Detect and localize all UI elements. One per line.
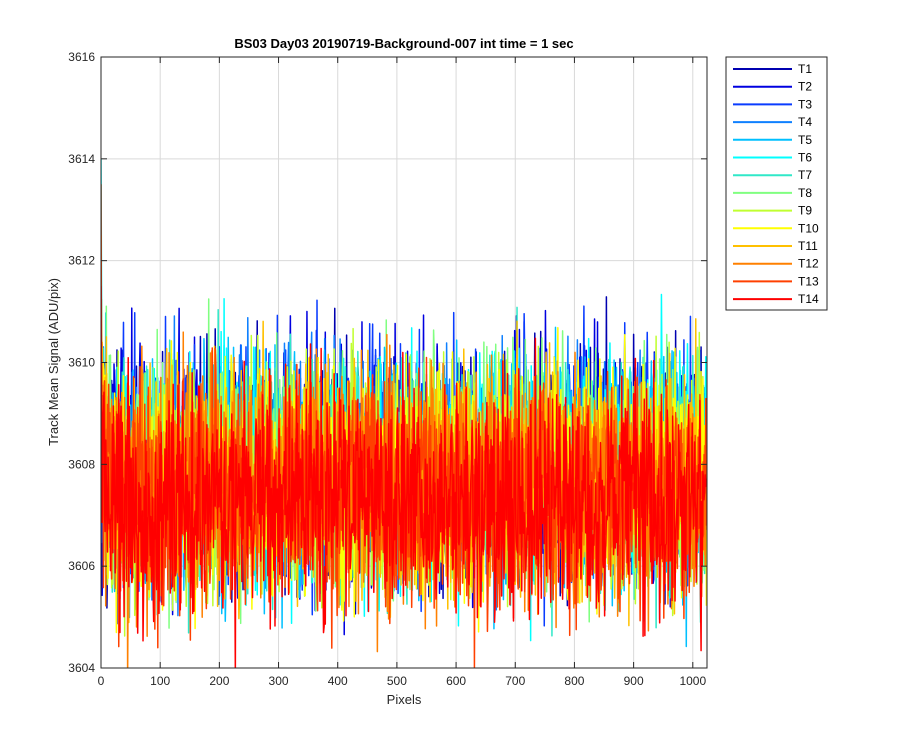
legend-label-t10: T10: [798, 221, 819, 235]
x-tick-label: 1000: [679, 674, 706, 688]
y-tick-label: 3606: [68, 559, 95, 573]
series-layer: [101, 158, 707, 668]
y-tick-label: 3616: [68, 50, 95, 64]
x-tick-label: 0: [98, 674, 105, 688]
x-tick-label: 100: [150, 674, 170, 688]
x-tick-label: 700: [505, 674, 525, 688]
legend-label-t8: T8: [798, 186, 812, 200]
legend-label-t13: T13: [798, 274, 819, 288]
legend-label-t11: T11: [798, 239, 818, 253]
legend-label-t12: T12: [798, 257, 819, 271]
legend-label-t7: T7: [798, 168, 812, 182]
x-tick-label: 300: [269, 674, 289, 688]
y-tick-label: 3612: [68, 254, 95, 268]
chart-title: BS03 Day03 20190719-Background-007 int t…: [234, 36, 573, 51]
legend-label-t14: T14: [798, 292, 819, 306]
legend-label-t1: T1: [798, 62, 812, 76]
y-axis-label: Track Mean Signal (ADU/pix): [46, 278, 61, 446]
tick-layer: 0 100 200 300 400 500 600 700 800 900 1000 3604 3606…: [68, 50, 707, 688]
series-line-t14: [101, 286, 707, 668]
y-tick-label: 3604: [68, 661, 95, 675]
y-tick-label: 3614: [68, 152, 95, 166]
legend: T1 T2 T3 T4 T5 T6 T7 T8 T9 T10 T11 T12 T13 T14: [725, 56, 828, 311]
legend-label-t9: T9: [798, 204, 812, 218]
x-axis-label: Pixels: [387, 692, 422, 707]
x-tick-label: 500: [387, 674, 407, 688]
legend-label-t3: T3: [798, 97, 812, 111]
y-tick-label: 3610: [68, 356, 95, 370]
legend-box: [725, 56, 828, 311]
y-tick-label: 3608: [68, 457, 95, 471]
legend-items: T1 T2 T3 T4 T5 T6 T7 T8 T9 T10 T11 T12 T13 T14: [733, 62, 819, 306]
legend-label-t4: T4: [798, 115, 812, 129]
x-tick-label: 400: [328, 674, 348, 688]
legend-label-t5: T5: [798, 133, 812, 147]
x-tick-label: 800: [564, 674, 584, 688]
legend-label-t2: T2: [798, 80, 812, 94]
legend-label-t6: T6: [798, 151, 812, 165]
x-tick-label: 600: [446, 674, 466, 688]
x-tick-label: 200: [209, 674, 229, 688]
x-tick-label: 900: [624, 674, 644, 688]
